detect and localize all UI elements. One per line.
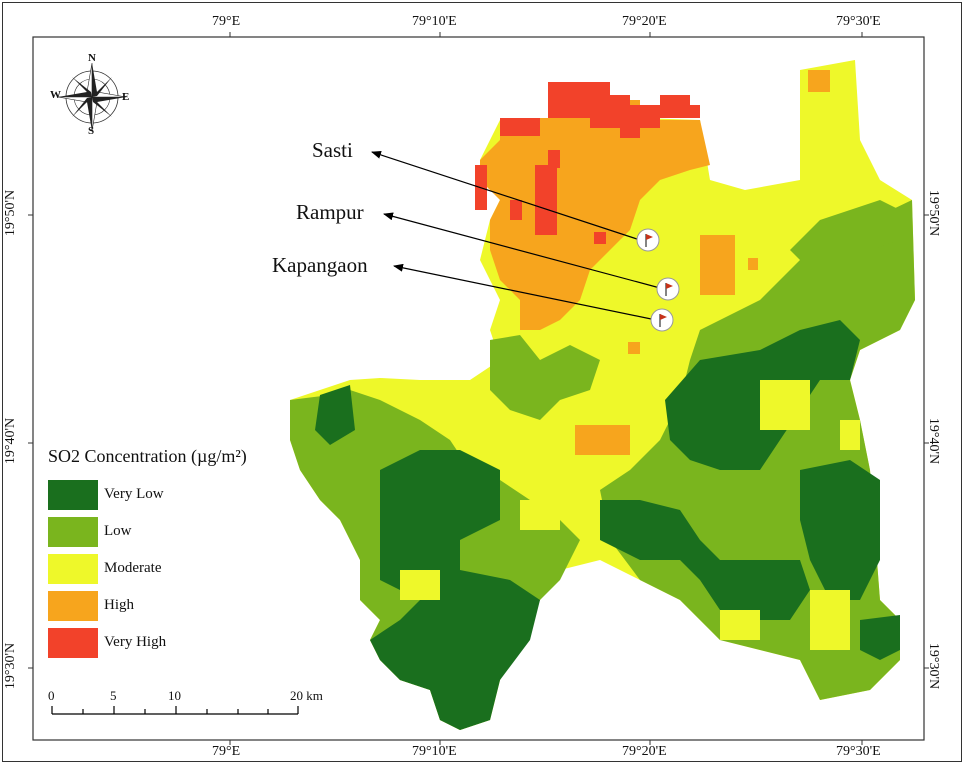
village-label-kapangaon: Kapangaon xyxy=(272,253,368,277)
legend-item-very-low: Very Low xyxy=(48,480,278,512)
legend-item-moderate: Moderate xyxy=(48,554,278,586)
moderate-patch xyxy=(400,570,440,600)
right-lat-label-19-40n: 19°40'N xyxy=(926,417,942,465)
very-high-patch xyxy=(594,232,606,244)
scale-bar xyxy=(51,706,299,715)
high-patch xyxy=(748,258,758,270)
top-lon-label-79-10e: 79°10'E xyxy=(412,14,457,29)
scale-label-0: 0 xyxy=(48,688,55,703)
legend: SO2 Concentration (µg/m²) Very Low Low M… xyxy=(46,440,286,670)
moderate-patch xyxy=(840,420,860,450)
flag-marker-sasti xyxy=(636,228,660,252)
moderate-patch xyxy=(520,500,560,530)
flag-marker-rampur xyxy=(656,277,680,301)
right-lat-label-19-30n: 19°30'N xyxy=(926,642,942,690)
very-low-zone-southwest xyxy=(370,450,540,730)
high-patch xyxy=(808,70,830,92)
top-lon-label-79e: 79°E xyxy=(212,14,241,29)
very-high-zone-north xyxy=(548,82,700,138)
compass-east-letter: E xyxy=(122,91,130,103)
legend-label-very-high: Very High xyxy=(104,634,167,650)
legend-label-very-low: Very Low xyxy=(104,486,164,502)
high-patch xyxy=(700,235,735,295)
compass-north-letter: N xyxy=(88,52,96,64)
village-arrows xyxy=(371,151,661,321)
graticule-ticks xyxy=(28,32,929,745)
legend-item-low: Low xyxy=(48,517,278,549)
bottom-lon-label-79-10e: 79°10'E xyxy=(412,744,457,759)
legend-label-low: Low xyxy=(104,523,132,539)
village-label-rampur: Rampur xyxy=(296,200,364,224)
top-lon-label-79-20e: 79°20'E xyxy=(622,14,667,29)
bottom-lon-label-79-30e: 79°30'E xyxy=(836,744,881,759)
high-zone-northwest xyxy=(480,100,710,330)
village-label-sasti: Sasti xyxy=(312,138,353,162)
low-zone-northeast xyxy=(790,200,900,270)
very-high-patch xyxy=(535,165,557,235)
legend-swatch-moderate xyxy=(48,554,98,584)
compass-rose-icon xyxy=(57,62,127,132)
legend-swatch-low xyxy=(48,517,98,547)
high-patch xyxy=(628,342,640,354)
legend-item-high: High xyxy=(48,591,278,623)
legend-label-high: High xyxy=(104,597,134,613)
very-low-zone-west-edge xyxy=(315,385,355,445)
bottom-lon-label-79-20e: 79°20'E xyxy=(622,744,667,759)
moderate-patch xyxy=(720,610,760,640)
very-low-zone-southeast xyxy=(600,500,810,620)
very-low-zone-far-east xyxy=(800,460,880,600)
very-high-patch xyxy=(500,118,540,136)
left-lat-label-19-40n: 19°40'N xyxy=(3,417,19,465)
compass-west-letter: W xyxy=(50,89,61,101)
legend-swatch-very-low xyxy=(48,480,98,510)
top-lon-label-79-30e: 79°30'E xyxy=(836,14,881,29)
scale-label-10: 10 xyxy=(168,688,181,703)
village-markers xyxy=(636,228,680,332)
legend-item-very-high: Very High xyxy=(48,628,278,660)
very-low-zone-south-tip xyxy=(860,615,900,660)
legend-label-moderate: Moderate xyxy=(104,560,162,576)
arrow-kapangaon xyxy=(393,263,657,321)
very-high-patch xyxy=(548,150,560,168)
bottom-lon-label-79e: 79°E xyxy=(212,744,241,759)
high-patch xyxy=(575,425,630,455)
left-lat-label-19-50n: 19°50'N xyxy=(3,189,19,237)
flag-marker-kapangaon xyxy=(650,308,674,332)
so2-raster xyxy=(290,60,915,730)
legend-swatch-very-high xyxy=(48,628,98,658)
scale-label-20km: 20 km xyxy=(290,688,323,703)
low-zone-central xyxy=(490,335,600,420)
moderate-patch xyxy=(760,380,810,430)
arrow-rampur xyxy=(383,212,661,289)
right-lat-label-19-50n: 19°50'N xyxy=(926,189,942,237)
map-border xyxy=(32,36,925,741)
left-lat-label-19-30n: 19°30'N xyxy=(3,642,19,690)
legend-swatch-high xyxy=(48,591,98,621)
very-high-patch xyxy=(510,200,522,220)
scale-label-5: 5 xyxy=(110,688,117,703)
arrow-sasti xyxy=(371,151,641,241)
compass-south-letter: S xyxy=(88,125,95,137)
legend-title: SO2 Concentration (µg/m²) xyxy=(48,446,247,466)
moderate-patch xyxy=(810,590,850,650)
